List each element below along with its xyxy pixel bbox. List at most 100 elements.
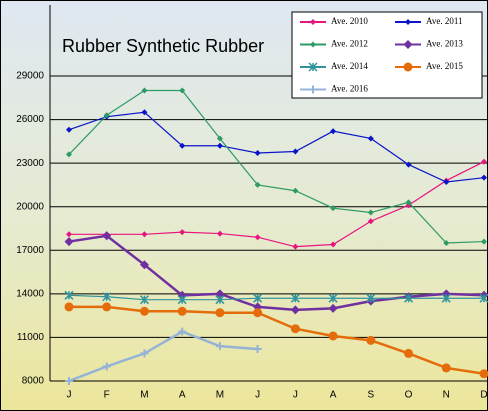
x-tick-label: J — [255, 390, 260, 401]
series — [65, 327, 262, 385]
x-tick-label: M — [216, 390, 224, 401]
data-point — [66, 151, 72, 158]
data-point — [102, 362, 111, 371]
data-point — [290, 293, 300, 303]
data-point — [64, 237, 74, 247]
data-point — [292, 243, 299, 250]
data-point — [253, 345, 262, 354]
legend-marker — [403, 40, 413, 49]
legend-label: Ave. 2010 — [331, 16, 368, 26]
legend-label: Ave. 2013 — [426, 39, 463, 49]
x-tick-label: M — [140, 390, 148, 401]
x-tick-label: O — [405, 390, 413, 401]
data-point — [367, 218, 374, 225]
y-tick-label: 20000 — [16, 201, 44, 212]
data-point — [292, 187, 299, 194]
legend-marker — [308, 62, 318, 72]
chart-title: Rubber Synthetic Rubber — [62, 36, 264, 56]
data-point — [139, 295, 149, 305]
data-point — [66, 126, 72, 133]
y-tick-label: 26000 — [16, 114, 44, 125]
data-point — [253, 293, 263, 303]
x-tick-label: A — [179, 390, 186, 401]
y-tick-label: 8000 — [22, 376, 45, 387]
legend-label: Ave. 2012 — [331, 39, 368, 49]
data-point — [366, 335, 376, 345]
legend-label: Ave. 2016 — [331, 84, 368, 94]
y-tick-label: 14000 — [16, 288, 44, 299]
data-point — [64, 302, 74, 312]
data-point — [443, 179, 450, 186]
y-tick-label: 17000 — [16, 245, 44, 256]
data-point — [140, 349, 149, 358]
data-point — [367, 209, 374, 216]
legend-marker — [405, 19, 411, 25]
data-point — [254, 181, 261, 188]
data-point — [141, 231, 148, 238]
data-point — [443, 240, 450, 247]
legend-box — [291, 11, 483, 99]
x-tick-label: A — [330, 390, 337, 401]
series-line — [68, 89, 485, 244]
data-point — [141, 109, 148, 116]
data-point — [367, 135, 374, 142]
data-point — [179, 142, 186, 149]
series-line — [69, 161, 485, 248]
legend-label: Ave. 2014 — [331, 61, 368, 71]
data-point — [328, 303, 338, 313]
legend-label: Ave. 2015 — [426, 61, 463, 71]
data-point — [328, 293, 338, 303]
series-line — [68, 234, 485, 312]
data-point — [330, 241, 337, 248]
series-line — [69, 305, 485, 375]
data-point — [330, 128, 337, 135]
data-point — [254, 149, 261, 156]
x-tick-label: N — [443, 390, 450, 401]
data-point — [102, 302, 112, 312]
data-point — [481, 238, 487, 245]
data-point — [254, 234, 261, 241]
y-tick-label: 23000 — [16, 158, 44, 169]
data-point — [66, 231, 72, 238]
series-line — [68, 111, 485, 183]
data-point — [177, 295, 187, 305]
data-point — [441, 363, 451, 373]
data-point — [139, 260, 149, 270]
data-point — [65, 377, 73, 385]
data-point — [253, 308, 263, 318]
data-point — [405, 199, 412, 206]
data-point — [405, 161, 412, 168]
data-point — [441, 293, 451, 303]
x-tick-label: J — [67, 390, 72, 401]
data-point — [215, 289, 225, 299]
data-point — [216, 135, 223, 142]
data-point — [64, 290, 74, 300]
data-point — [179, 229, 186, 236]
data-point — [290, 305, 300, 315]
legend: Ave. 2010 Ave. 2011 Ave. 2012 Ave. 2013 Ave.… — [291, 11, 483, 99]
data-point — [102, 292, 112, 302]
data-point — [139, 306, 149, 316]
data-point — [292, 148, 299, 155]
data-point — [481, 158, 487, 165]
data-point — [215, 295, 225, 305]
legend-marker — [403, 62, 413, 72]
legend-marker — [309, 85, 317, 94]
data-point — [404, 293, 414, 303]
data-point — [141, 87, 148, 94]
legend-marker — [310, 41, 316, 48]
data-point — [290, 324, 300, 334]
data-point — [216, 142, 223, 149]
data-point — [479, 369, 488, 379]
y-tick-label: 11000 — [17, 332, 45, 343]
series — [64, 290, 488, 305]
data-point — [328, 331, 338, 341]
x-tick-label: J — [293, 390, 298, 401]
data-point — [178, 327, 187, 336]
data-point — [179, 87, 186, 94]
series — [64, 302, 488, 379]
legend-label: Ave. 2011 — [426, 16, 463, 26]
data-point — [216, 230, 223, 237]
data-point — [102, 231, 112, 241]
